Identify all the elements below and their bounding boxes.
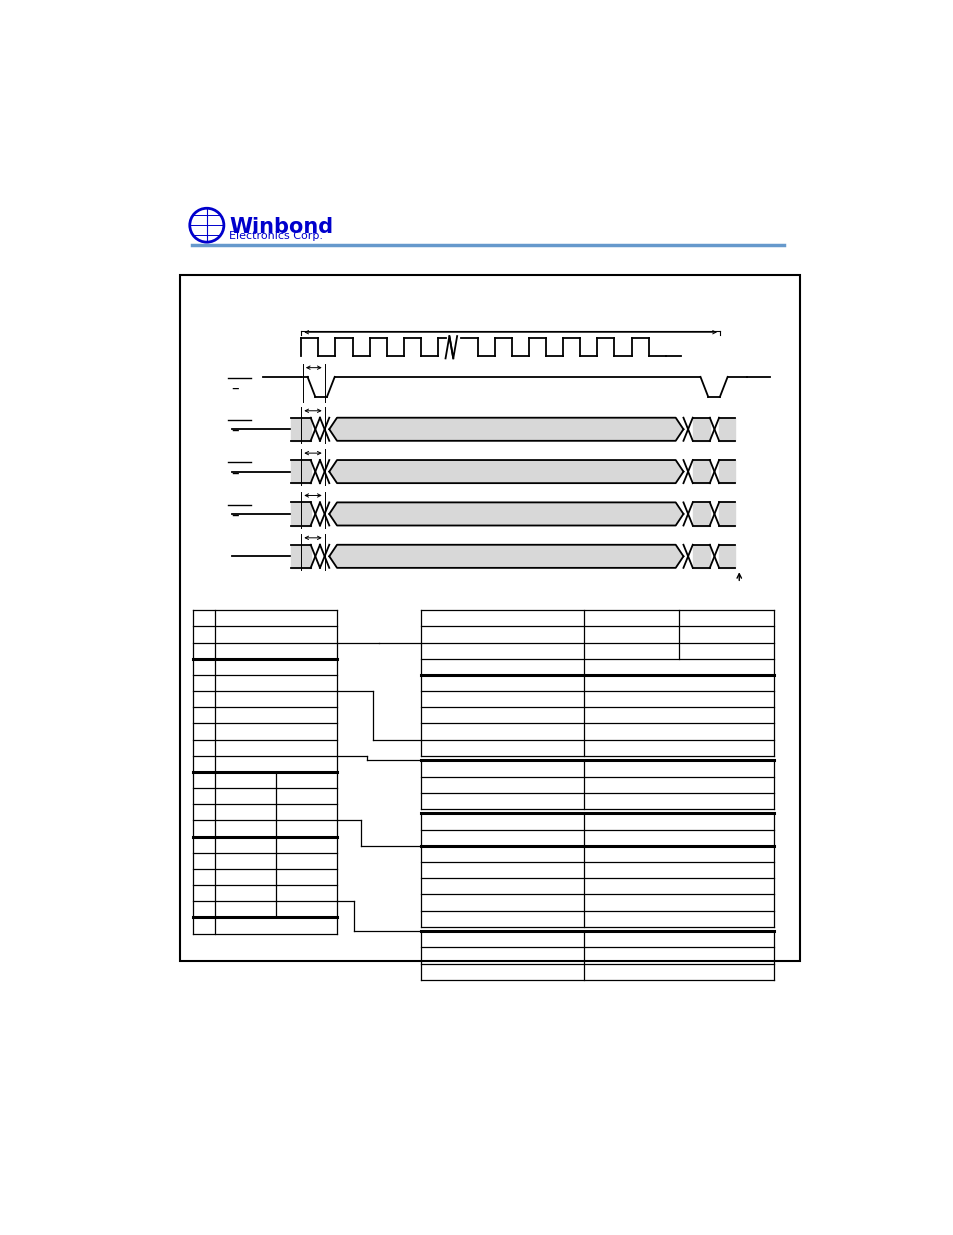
Polygon shape: [719, 461, 734, 483]
Text: –: –: [232, 424, 239, 438]
Polygon shape: [329, 545, 682, 568]
Text: Electronics Corp.: Electronics Corp.: [229, 231, 323, 241]
Polygon shape: [329, 461, 682, 483]
Polygon shape: [719, 417, 734, 441]
Text: –: –: [232, 380, 239, 396]
Polygon shape: [692, 417, 709, 441]
Polygon shape: [692, 461, 709, 483]
Polygon shape: [719, 545, 734, 568]
Polygon shape: [291, 417, 311, 441]
Polygon shape: [291, 545, 311, 568]
Polygon shape: [692, 545, 709, 568]
Polygon shape: [329, 503, 682, 526]
Text: –: –: [232, 508, 239, 522]
Polygon shape: [692, 503, 709, 526]
Polygon shape: [291, 461, 311, 483]
Text: Winbond: Winbond: [229, 216, 334, 237]
Polygon shape: [291, 503, 311, 526]
Text: –: –: [232, 466, 239, 480]
Bar: [179, 275, 799, 961]
Polygon shape: [719, 503, 734, 526]
Polygon shape: [329, 417, 682, 441]
